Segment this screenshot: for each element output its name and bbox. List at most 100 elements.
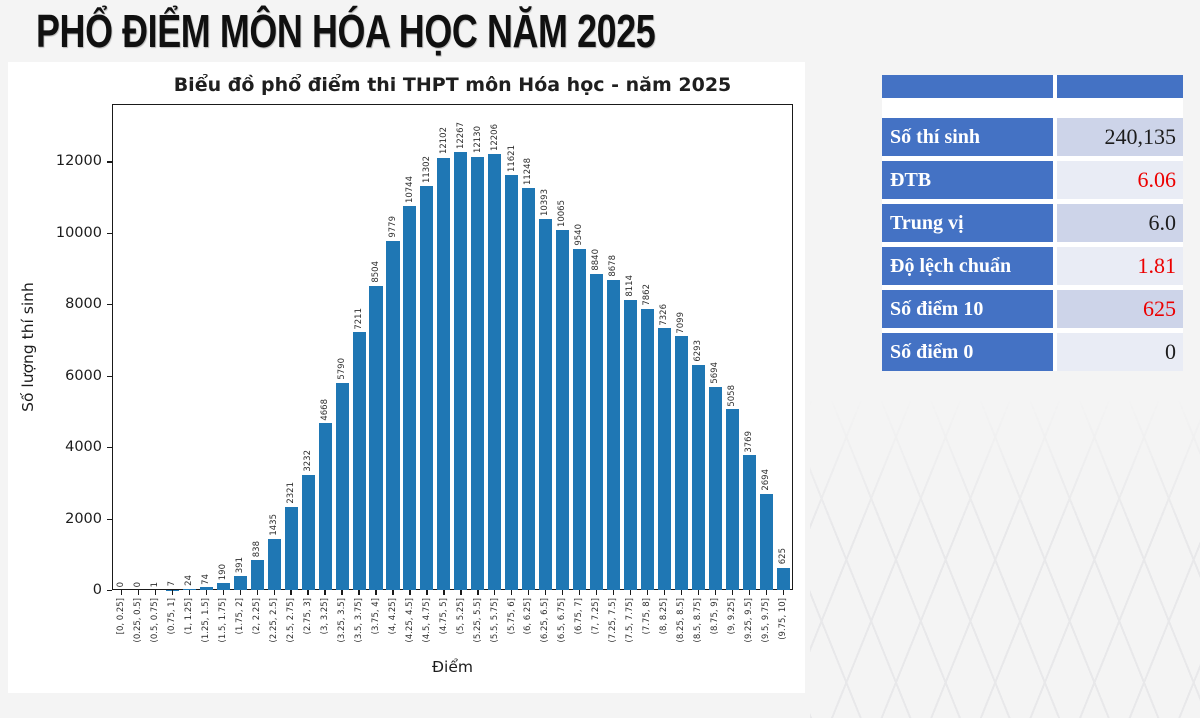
x-tick-mark <box>545 590 546 595</box>
x-tick-mark <box>681 590 682 595</box>
x-tick: (7, 7.25] <box>588 590 605 652</box>
bar <box>607 280 620 590</box>
bar <box>268 539 281 590</box>
bar-group: 10393 <box>537 104 554 590</box>
x-tick-label: (7.75, 8] <box>643 598 652 634</box>
x-tick-mark <box>460 590 461 595</box>
bar-group: 3232 <box>300 104 317 590</box>
bar <box>319 423 332 590</box>
x-tick: (6, 6.25] <box>520 590 537 652</box>
bar-group: 74 <box>198 104 215 590</box>
x-tick-label: (2, 2.25] <box>253 598 262 634</box>
x-tick-mark <box>477 590 478 595</box>
x-tick-label: (5.75, 6] <box>508 598 517 634</box>
bar-value-label: 8114 <box>626 275 635 297</box>
y-tick-mark <box>107 233 112 234</box>
x-tick: (8.25, 8.5] <box>673 590 690 652</box>
stat-value: 6.06 <box>1057 161 1183 199</box>
x-tick: (5.25, 5.5] <box>469 590 486 652</box>
stat-value: 625 <box>1057 290 1183 328</box>
bar-value-label: 7099 <box>677 312 686 334</box>
bar <box>760 494 773 590</box>
x-tick-mark <box>375 590 376 595</box>
bar-value-label: 11621 <box>508 145 517 172</box>
x-tick-label: (1.25, 1.5] <box>202 598 211 642</box>
bar-value-label: 7211 <box>355 308 364 330</box>
x-tick: (6.25, 6.5] <box>537 590 554 652</box>
x-tick-label: (2.25, 2.5] <box>270 598 279 642</box>
bar <box>556 230 569 590</box>
bar-value-label: 74 <box>202 574 211 585</box>
x-tick-label: (7.25, 7.5] <box>609 598 618 642</box>
bar-value-label: 3232 <box>304 450 313 472</box>
bar-group: 7 <box>164 104 181 590</box>
bar-group: 8840 <box>588 104 605 590</box>
bar <box>624 300 637 590</box>
x-tick-label: (4.5, 4.75] <box>423 598 432 642</box>
x-tick: (6.5, 6.75] <box>554 590 571 652</box>
x-tick-label: (1.5, 1.75] <box>219 598 228 642</box>
bar-group: 8678 <box>605 104 622 590</box>
x-tick: (3.5, 3.75] <box>351 590 368 652</box>
x-tick-label: (6.25, 6.5] <box>541 598 550 642</box>
x-tick-mark <box>630 590 631 595</box>
bar-group: 7326 <box>656 104 673 590</box>
x-tick-label: (2.5, 2.75] <box>287 598 296 642</box>
bar-group: 9779 <box>385 104 402 590</box>
x-tick-label: (5.25, 5.5] <box>474 598 483 642</box>
bar-group: 11302 <box>418 104 435 590</box>
bar-group: 0 <box>113 104 130 590</box>
x-tick: (8, 8.25] <box>656 590 673 652</box>
x-tick-mark <box>562 590 563 595</box>
stat-label: ĐTB <box>882 161 1053 199</box>
bar-value-label: 7862 <box>643 284 652 306</box>
x-tick: (3, 3.25] <box>317 590 334 652</box>
chart-panel: Biểu đồ phổ điểm thi THPT môn Hóa học - … <box>8 62 805 693</box>
x-tick-label: (8.5, 8.75] <box>694 598 703 642</box>
x-tick-mark <box>596 590 597 595</box>
bar-value-label: 0 <box>117 582 126 587</box>
bar-value-label: 11302 <box>423 156 432 183</box>
x-tick-mark <box>290 590 291 595</box>
x-tick: (0.75, 1] <box>164 590 181 652</box>
x-tick: (1, 1.25] <box>181 590 198 652</box>
bar-group: 2321 <box>283 104 300 590</box>
x-tick-label: (9.25, 9.5] <box>745 598 754 642</box>
bar-group: 1435 <box>266 104 283 590</box>
stat-label: Số điểm 10 <box>882 290 1053 328</box>
x-tick-label: (7.5, 7.75] <box>626 598 635 642</box>
bar-value-label: 12130 <box>474 126 483 153</box>
bar-value-label: 5694 <box>711 362 720 384</box>
x-axis-label: Điểm <box>112 658 793 676</box>
x-tick: (1.5, 1.75] <box>215 590 232 652</box>
x-tick-label: (6, 6.25] <box>524 598 533 634</box>
bar-value-label: 8678 <box>609 255 618 277</box>
x-tick-label: (4, 4.25] <box>389 598 398 634</box>
x-tick-mark <box>494 590 495 595</box>
bar <box>437 158 450 591</box>
y-tick-mark <box>107 304 112 305</box>
x-tick: (4.25, 4.5] <box>401 590 418 652</box>
table-header-cell <box>1057 75 1183 98</box>
x-tick-label: [0, 0.25] <box>117 598 126 634</box>
bar-group: 625 <box>775 104 792 590</box>
x-tick-mark <box>766 590 767 595</box>
x-tick: (5, 5.25] <box>452 590 469 652</box>
x-tick-label: (7, 7.25] <box>592 598 601 634</box>
x-tick-label: (6.5, 6.75] <box>558 598 567 642</box>
x-tick-mark <box>409 590 410 595</box>
bar-group: 11248 <box>520 104 537 590</box>
bar-value-label: 10393 <box>541 189 550 216</box>
bar <box>658 328 671 590</box>
x-tick-label: (6.75, 7] <box>575 598 584 634</box>
stat-label: Số điểm 0 <box>882 333 1053 371</box>
x-tick-mark <box>307 590 308 595</box>
isometric-grid-pattern <box>810 398 1200 718</box>
y-tick-mark <box>107 161 112 162</box>
x-tick: (0.25, 0.5] <box>130 590 147 652</box>
bar <box>217 583 230 590</box>
x-tick: (9, 9.25] <box>724 590 741 652</box>
bar <box>573 249 586 590</box>
